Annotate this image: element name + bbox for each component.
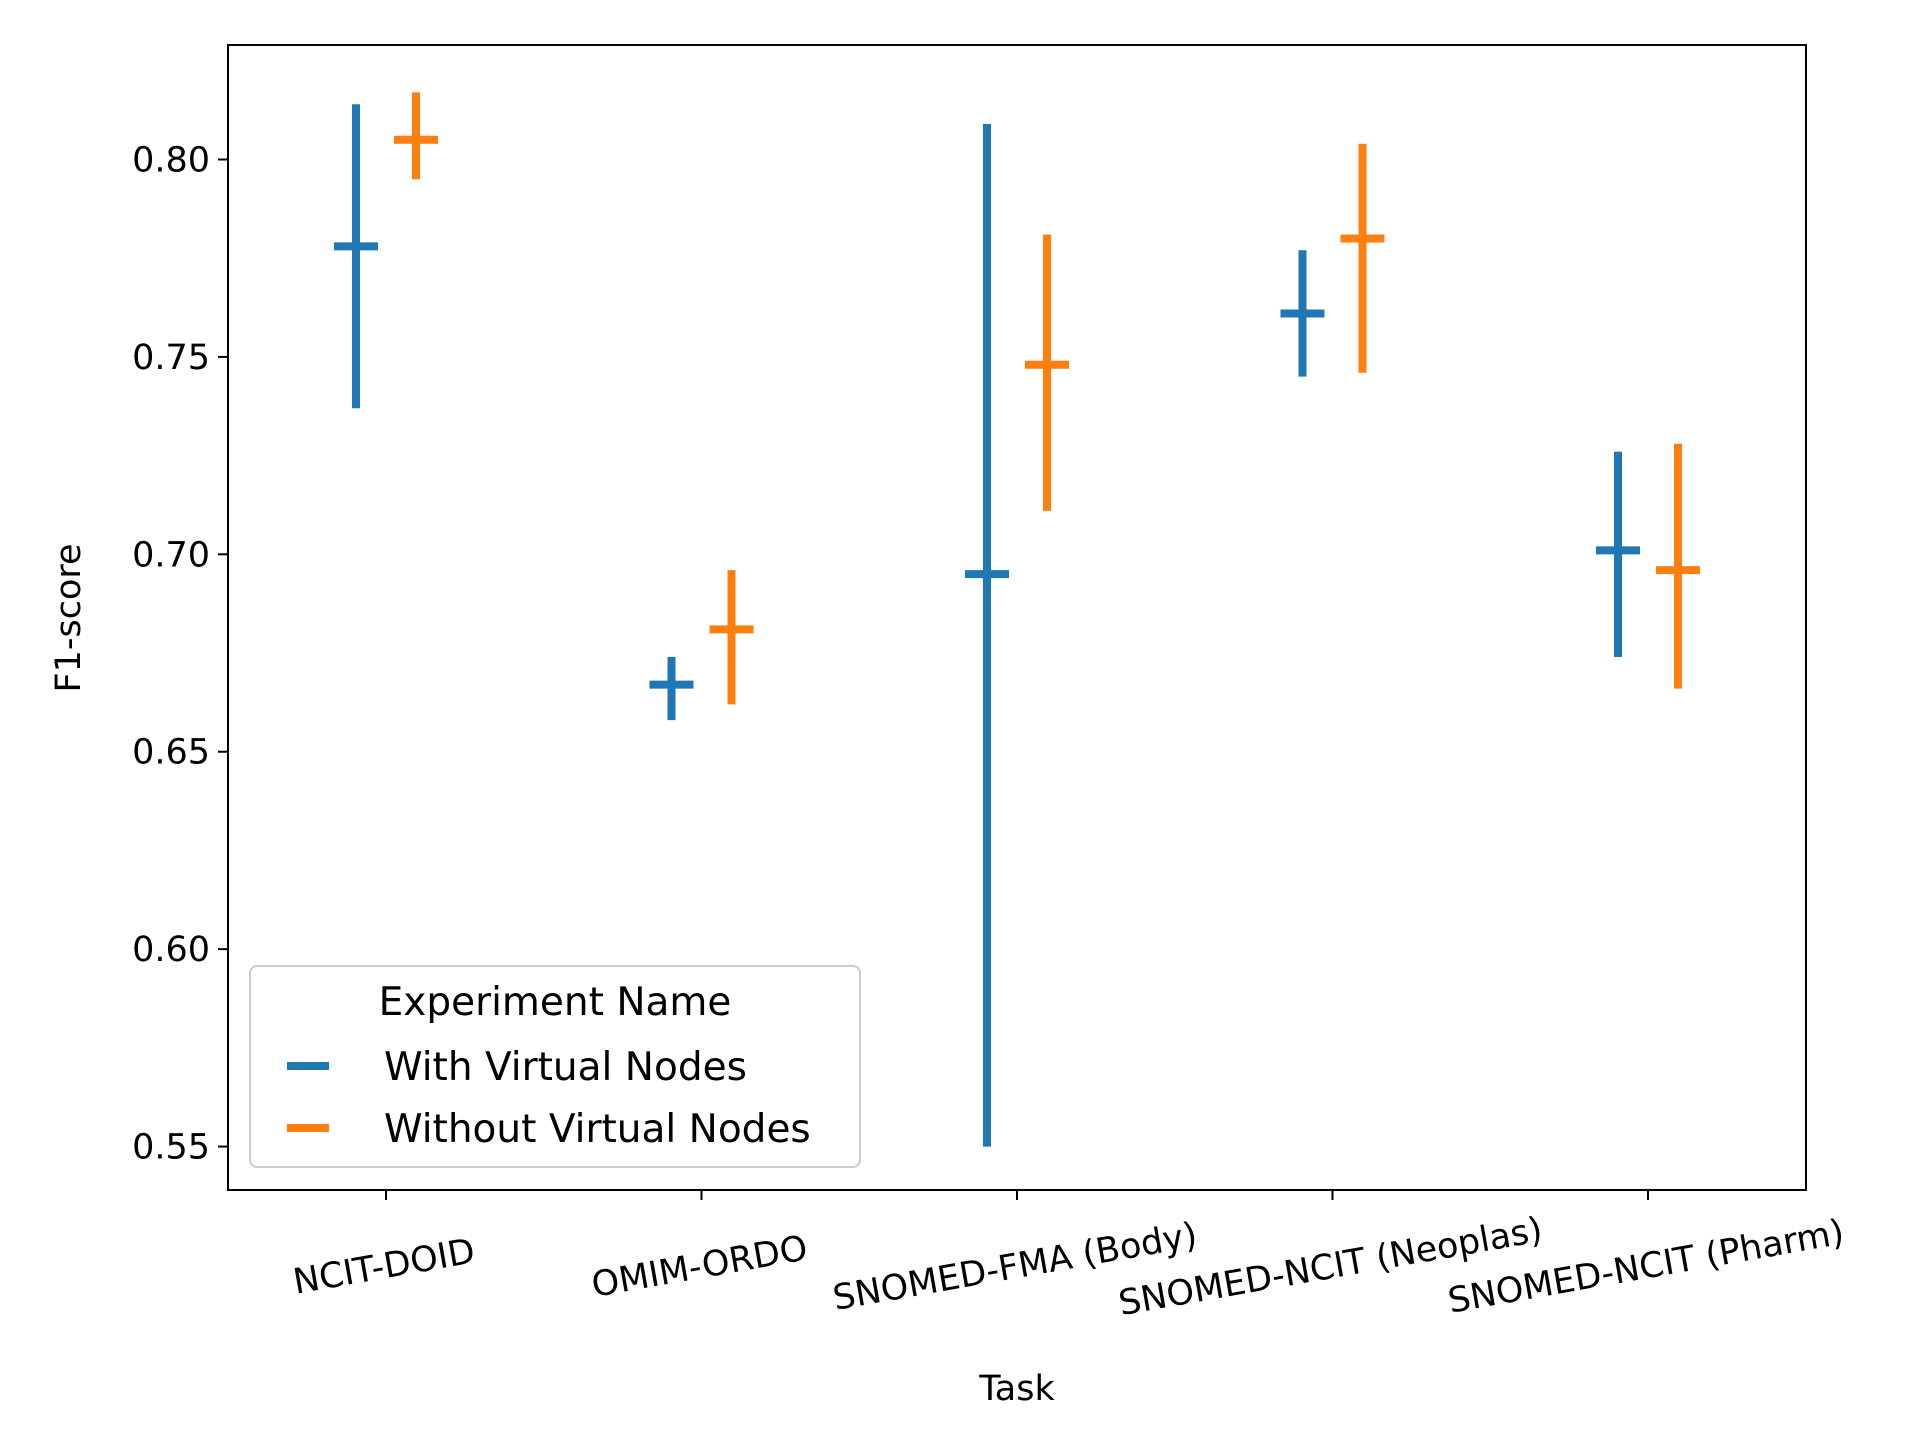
legend-label-with-virtual-nodes: With Virtual Nodes [384, 1045, 747, 1090]
y-tick-label-0.60: 0.60 [132, 930, 210, 970]
legend-title: Experiment Name [379, 980, 732, 1025]
y-axis: 0.55 0.60 0.65 0.70 0.75 0.80 [132, 141, 228, 1168]
legend-label-without-virtual-nodes: Without Virtual Nodes [384, 1107, 811, 1152]
y-tick-label-0.65: 0.65 [132, 733, 210, 773]
y-tick-label-0.75: 0.75 [132, 338, 210, 378]
y-tick-label-0.70: 0.70 [132, 535, 210, 575]
y-tick-label-0.80: 0.80 [132, 141, 210, 181]
legend-box [249, 965, 861, 1168]
data-marks [334, 92, 1700, 1147]
y-axis-title: F1-score [49, 543, 89, 692]
legend: Experiment Name With Virtual Nodes Witho… [249, 965, 861, 1168]
x-axis-title: Task [978, 1369, 1055, 1409]
y-tick-label-0.55: 0.55 [132, 1128, 210, 1168]
